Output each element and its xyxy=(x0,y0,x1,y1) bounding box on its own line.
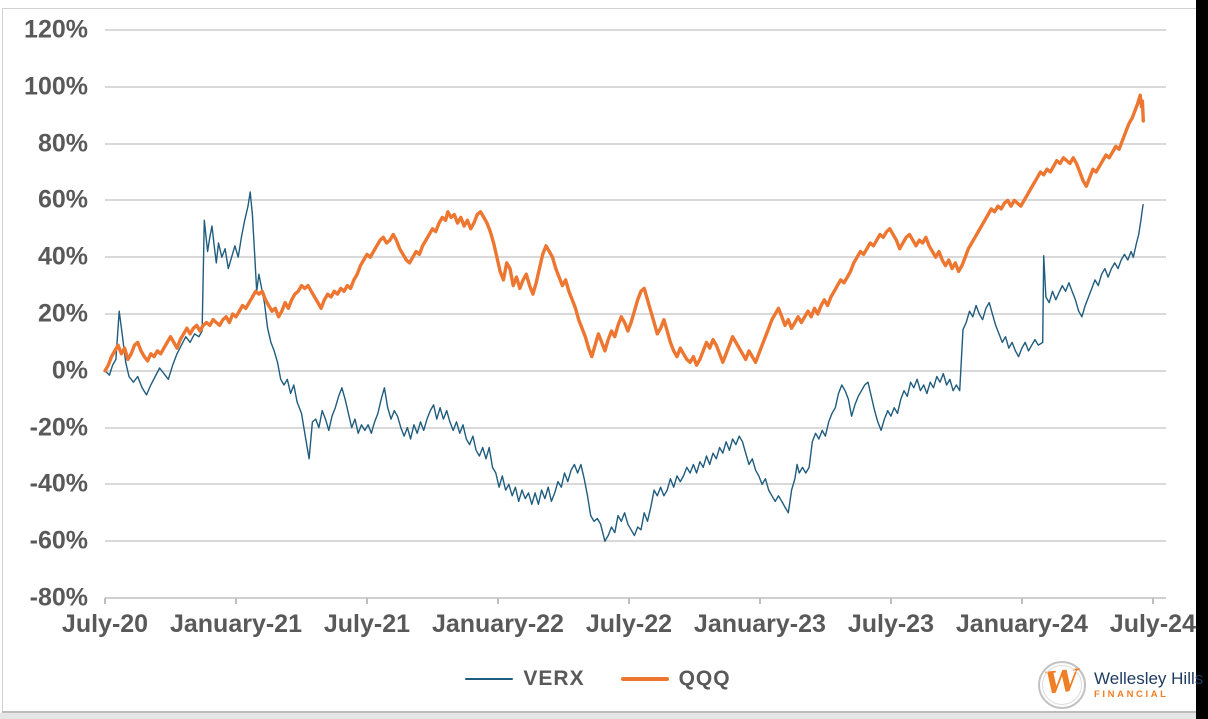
y-tick-label-120: 120% xyxy=(24,15,88,44)
y-tick-label--20: -20% xyxy=(29,413,88,442)
x-tick-label-July-21: July-21 xyxy=(323,610,411,638)
gridline--80 xyxy=(105,597,1166,599)
x-tick-July-24 xyxy=(1151,598,1154,604)
window-edge-black-strip xyxy=(1196,0,1208,719)
y-tick-label--80: -80% xyxy=(29,583,88,612)
x-tick-label-July-22: July-22 xyxy=(585,610,673,638)
gridline-120 xyxy=(105,29,1166,31)
y-tick-label-20: 20% xyxy=(37,299,88,328)
verx-line xyxy=(104,191,1144,542)
y-tick-label-100: 100% xyxy=(24,72,88,101)
logo-title: Wellesley Hills xyxy=(1094,669,1204,689)
x-tick-January-21 xyxy=(234,598,237,604)
x-tick-January-24 xyxy=(1020,598,1023,604)
x-tick-January-23 xyxy=(758,598,761,604)
slide-bottom-strip xyxy=(0,713,1208,719)
legend-label-qqq: QQQ xyxy=(678,667,731,690)
gridline-0 xyxy=(105,369,1166,372)
slide-border-top xyxy=(2,8,1196,9)
gridline-100 xyxy=(105,85,1166,88)
slide-border-bottom xyxy=(2,711,1196,713)
y-tick-label--40: -40% xyxy=(29,469,88,498)
x-tick-label-January-21: January-21 xyxy=(169,610,302,638)
legend-entry-qqq: QQQ xyxy=(620,667,731,691)
y-tick-label-60: 60% xyxy=(37,185,88,214)
logo-w-icon: W xyxy=(1038,661,1086,709)
x-tick-July-22 xyxy=(627,598,630,604)
wellesley-hills-financial-logo: W Wellesley Hills FINANCIAL xyxy=(1038,660,1203,710)
x-tick-label-January-23: January-23 xyxy=(693,610,826,638)
logo-subtitle: FINANCIAL xyxy=(1094,688,1169,700)
qqq-line xyxy=(103,93,1146,373)
y-tick-label-80: 80% xyxy=(37,129,88,158)
x-tick-January-22 xyxy=(496,598,499,604)
legend: VERX QQQ xyxy=(0,664,1196,694)
y-tick-label--60: -60% xyxy=(29,526,88,555)
gridline--40 xyxy=(105,483,1166,486)
qqq-line-swatch xyxy=(620,677,669,681)
legend-entry-verx: VERX xyxy=(465,667,584,691)
y-tick-label-0: 0% xyxy=(51,356,88,385)
gridline-80 xyxy=(105,142,1166,145)
slide-border-left xyxy=(2,8,3,712)
legend-label-verx: VERX xyxy=(523,667,585,690)
x-tick-label-July-23: July-23 xyxy=(847,610,935,638)
x-tick-July-23 xyxy=(889,598,892,604)
x-tick-July-21 xyxy=(365,598,368,604)
gridline-20 xyxy=(105,313,1166,315)
x-tick-label-July-24: July-24 xyxy=(1109,610,1196,638)
x-tick-label-January-22: January-22 xyxy=(431,610,564,638)
x-tick-label-July-20: July-20 xyxy=(61,610,149,638)
gridline-40 xyxy=(105,256,1166,259)
gridline-60 xyxy=(105,199,1166,202)
x-tick-label-January-24: January-24 xyxy=(955,610,1088,638)
verx-line-swatch xyxy=(465,678,514,680)
gridline--60 xyxy=(105,540,1166,543)
x-tick-July-20 xyxy=(104,598,106,604)
gridline--20 xyxy=(105,426,1166,429)
y-tick-label-40: 40% xyxy=(37,242,88,271)
